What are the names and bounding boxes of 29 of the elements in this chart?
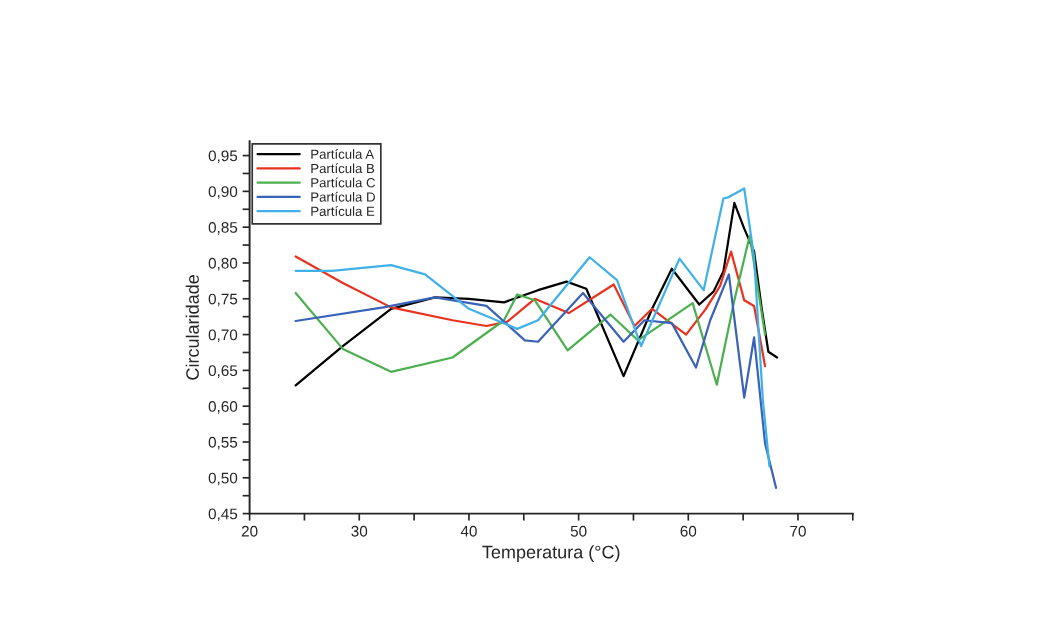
- x-tick-label: 30: [351, 525, 368, 537]
- line-series: [294, 234, 767, 386]
- y-tick-label: 0,65: [208, 365, 238, 378]
- x-tick-label: 50: [570, 525, 587, 537]
- x-tick-label: 70: [790, 525, 806, 537]
- line-series: [294, 187, 771, 468]
- legend-label: Partícula C: [311, 177, 376, 188]
- legend-label: Partícula A: [311, 149, 375, 159]
- line-series: [294, 250, 767, 368]
- legend-label: Partícula D: [311, 191, 375, 202]
- y-axis-title: Circularidade: [185, 275, 199, 380]
- y-tick-label: 0,90: [208, 186, 238, 199]
- legend-label: Partícula B: [311, 163, 375, 174]
- y-tick-label: 0,55: [208, 436, 238, 450]
- x-tick-label: 20: [241, 525, 258, 537]
- y-tick-label: 0,85: [208, 222, 238, 235]
- legend-label: Partícula E: [311, 206, 375, 216]
- y-tick-label: 0,70: [208, 329, 238, 343]
- x-axis-title: Temperatura (°C): [482, 545, 620, 563]
- x-tick-label: 60: [680, 525, 697, 537]
- y-tick-label: 0,50: [208, 472, 238, 486]
- y-tick-label: 0,60: [208, 401, 238, 414]
- y-tick-label: 0,75: [208, 293, 238, 307]
- line-series: [294, 201, 779, 387]
- y-tick-label: 0,95: [208, 150, 238, 164]
- y-tick-label: 0,45: [208, 508, 238, 522]
- line-series: [294, 273, 778, 489]
- x-tick-label: 40: [460, 525, 477, 537]
- y-tick-label: 0,80: [208, 257, 238, 271]
